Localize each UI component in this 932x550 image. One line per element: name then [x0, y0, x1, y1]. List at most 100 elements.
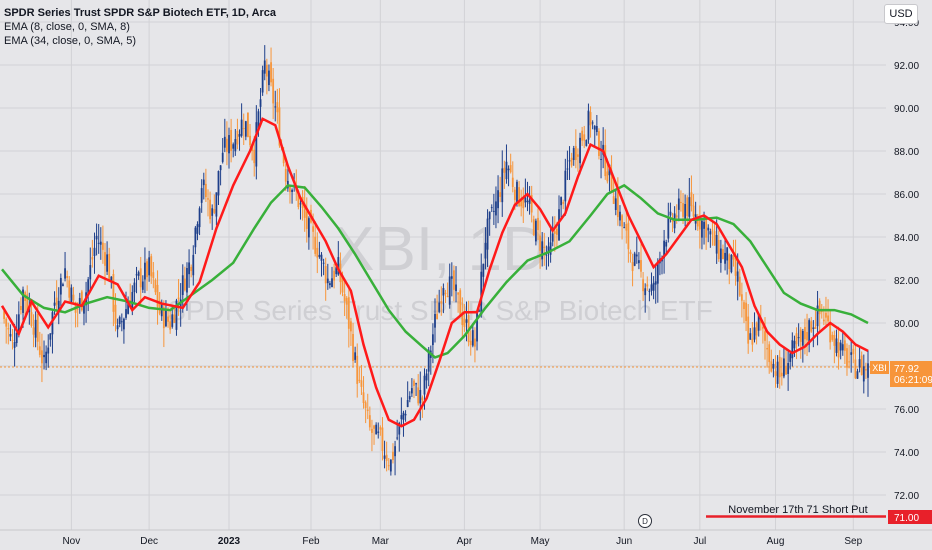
candle-body [272, 78, 275, 104]
annotation-tag-value: 71.00 [894, 513, 919, 524]
candle-body [822, 319, 825, 322]
candle-body [383, 455, 386, 459]
candle-body [810, 321, 813, 332]
candle-body [598, 131, 600, 156]
candle-body [595, 126, 598, 133]
x-tick-label: Apr [457, 536, 473, 547]
candle-body [505, 161, 508, 180]
candle-body [806, 331, 808, 341]
candle-body [137, 272, 140, 276]
candle-body [396, 437, 399, 439]
candle-body [5, 318, 8, 327]
candle-body [503, 167, 506, 173]
candle-body [471, 330, 474, 346]
candle-body [667, 217, 670, 239]
candle-body [270, 62, 272, 83]
candle-body [221, 152, 224, 162]
candle-body [381, 427, 384, 451]
candle-body [629, 251, 632, 255]
candle-body [38, 346, 41, 355]
candle-body [192, 254, 195, 276]
candle-body [591, 122, 594, 124]
candle-body [141, 281, 144, 290]
candle-body [154, 280, 157, 293]
candle-body [461, 311, 464, 326]
candle-body [562, 201, 565, 204]
candle-body [7, 328, 10, 330]
candle-body [732, 255, 735, 260]
candle-body [740, 294, 743, 301]
candle-body [3, 311, 6, 319]
candle-body [703, 221, 705, 229]
candle-body [114, 304, 117, 324]
candle-body [642, 279, 644, 292]
y-tick-label: 72.00 [894, 491, 919, 502]
candle-body [482, 263, 485, 277]
candle-body [219, 165, 222, 171]
candle-body [497, 190, 499, 209]
dividend-marker[interactable]: D [638, 514, 652, 528]
candle-body [158, 300, 161, 314]
candle-body [848, 361, 850, 363]
candle-body [812, 327, 815, 330]
candle-body [144, 262, 146, 280]
candle-body [406, 400, 409, 408]
candle-body [560, 197, 563, 206]
candle-body [669, 211, 672, 216]
candle-body [774, 371, 777, 376]
candle-body [345, 297, 348, 305]
candle-body [715, 235, 718, 254]
candle-body [152, 272, 155, 279]
candle-body [64, 268, 66, 279]
candle-body [139, 268, 142, 288]
candle-body [53, 302, 56, 306]
candle-body [30, 312, 33, 326]
candle-body [431, 334, 434, 346]
candle-body [324, 265, 327, 284]
candle-body [9, 333, 12, 337]
candle-body [827, 315, 829, 322]
candle-body [173, 314, 176, 323]
candle-body [389, 459, 392, 472]
candle-body [194, 227, 197, 248]
candle-body [486, 218, 489, 250]
candle-body [93, 247, 96, 257]
candle-body [814, 326, 817, 329]
candle-body [70, 287, 73, 304]
candle-body [726, 247, 729, 261]
candle-body [209, 199, 211, 220]
candle-body [553, 231, 556, 234]
candle-body [825, 312, 827, 318]
candle-body [522, 198, 525, 209]
candle-body [326, 278, 329, 284]
candle-body [375, 424, 378, 435]
candle-body [392, 451, 394, 461]
annotation-price-tag: 71.00 [888, 510, 932, 524]
time-axis[interactable]: Nov Dec 2023 Feb Mar Apr May Jun Jul Aug Sep [0, 529, 932, 547]
y-tick-label: 74.00 [894, 448, 919, 459]
x-tick-label: Dec [140, 536, 158, 547]
candle-body [711, 229, 714, 231]
candle-body [333, 270, 336, 281]
candle-body [509, 165, 512, 173]
candle-body [627, 222, 630, 250]
candle-body [577, 154, 579, 157]
currency-button[interactable]: USD [884, 4, 918, 24]
candle-body [421, 397, 424, 401]
candle-body [698, 219, 701, 230]
candle-body [581, 130, 584, 141]
candle-body [656, 261, 659, 284]
candle-body [322, 262, 325, 264]
legend-ema-fast[interactable]: EMA (8, close, 0, SMA, 8) [4, 21, 130, 33]
candle-body [604, 145, 607, 177]
candle-body [177, 297, 180, 299]
candle-body [167, 316, 169, 322]
candle-body [259, 99, 262, 107]
annotation-tag-box [888, 510, 932, 524]
candle-body [688, 197, 691, 217]
legend-ema-slow[interactable]: EMA (34, close, 0, SMA, 5) [4, 35, 137, 47]
candle-body [532, 219, 535, 236]
candle-body [701, 220, 703, 238]
